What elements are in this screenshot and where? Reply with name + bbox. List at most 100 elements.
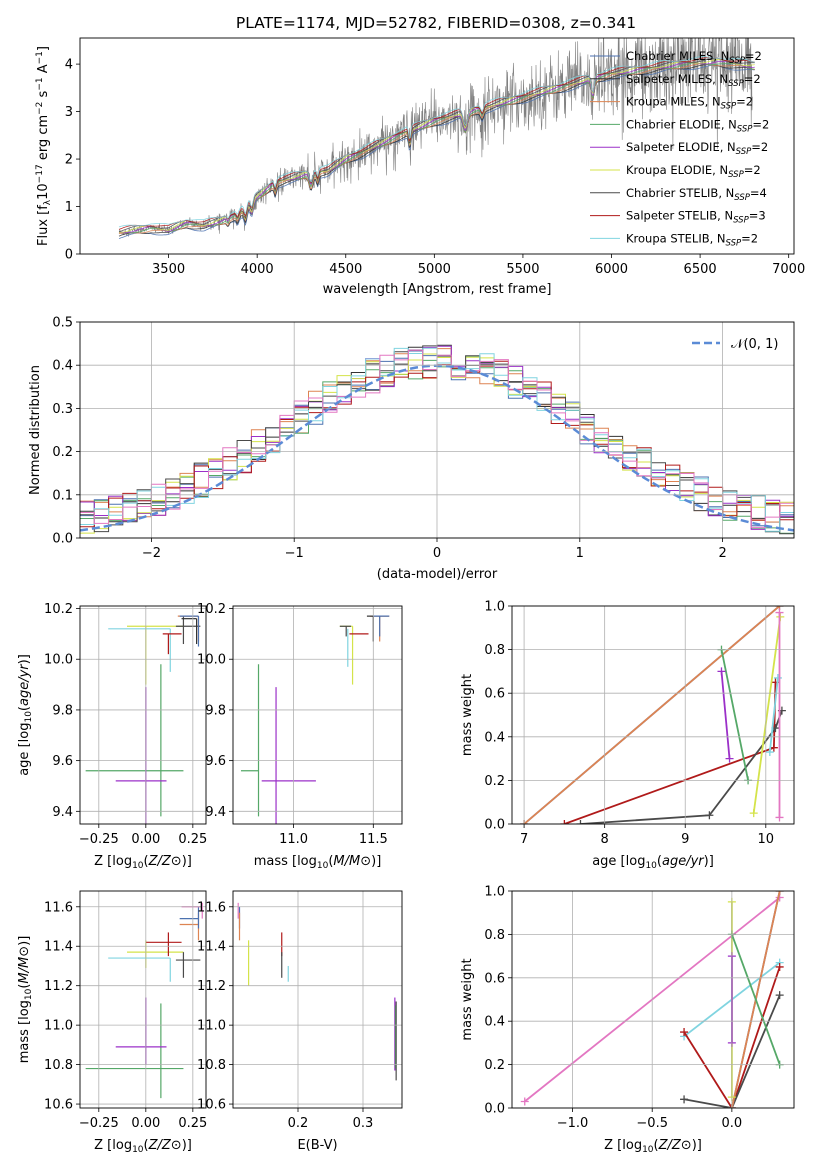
model-line-chabrier-elodie <box>118 62 755 234</box>
weight-marker <box>765 748 774 757</box>
errorbar-chabrier-stelib <box>339 625 351 637</box>
x-tick-label: 10 <box>758 832 775 847</box>
weight-marker <box>520 1097 529 1106</box>
y-tick-label: 0.3 <box>52 402 73 417</box>
weight-marker <box>717 667 726 676</box>
y-tick-label: 9.6 <box>52 754 73 769</box>
x-tick-label: 11.5 <box>359 832 388 847</box>
errorbar-chabrier-elodie <box>85 1003 184 1099</box>
y-tick-label: 0.0 <box>52 532 73 547</box>
errorbar-chabrier-elodie <box>240 664 260 817</box>
weight-marker <box>775 891 784 895</box>
y-tick-label: 10.2 <box>197 602 226 617</box>
x-axis-label: Z [log10(Z/Z⊙)] <box>94 854 192 871</box>
x-tick-label: 0.25 <box>178 1116 207 1131</box>
legend-entry: 𝒩(0, 1) <box>731 337 778 352</box>
x-axis-label: mass [log10(M/M⊙)] <box>254 854 382 871</box>
errorbar-salpeter-elodie <box>115 687 167 824</box>
y-axis-label: mass weight <box>460 958 475 1040</box>
x-tick-label: −1.0 <box>557 1116 589 1131</box>
weight-marker <box>775 991 784 1000</box>
x-tick-label: 0.0 <box>722 1116 743 1131</box>
plot-area-age_vs_Z <box>85 615 201 824</box>
plot-area-spectrum <box>118 38 755 239</box>
errorbar-chabrier-miles <box>179 615 200 647</box>
y-tick-label: 0.2 <box>484 774 505 789</box>
weight-line-chabrier-elodie <box>731 934 781 1065</box>
x-tick-label: 5500 <box>506 262 539 277</box>
legend-entry: Chabrier ELODIE, NSSP=2 <box>626 117 769 134</box>
x-tick-label: 8 <box>601 832 609 847</box>
axes-mass_weight_vs_Z: −1.0 −0.5 0.0 0.0 0.2 0.4 0.6 0.8 1.0 Z [log10(Z/… <box>460 885 795 1155</box>
x-axis-label: Z [log10(Z/Z⊙)] <box>94 1138 192 1155</box>
y-tick-label: 10.0 <box>197 653 226 668</box>
y-tick-label: 11.0 <box>197 1019 226 1034</box>
x-tick-label: 3500 <box>152 262 185 277</box>
weight-marker <box>560 820 569 824</box>
axes-residuals: −2 −1 0 1 2 0.0 0.1 0.2 0.3 0.4 0.5 𝒩(0, 1) (data-mo… <box>28 316 795 582</box>
y-tick-label: 10.0 <box>44 653 73 668</box>
weight-line-kroupa-stelib <box>768 677 779 753</box>
x-tick-label: 2 <box>718 546 726 561</box>
weight-marker <box>576 820 585 824</box>
errorbar-kroupa-stelib <box>108 628 171 672</box>
weight-line-salpeter-stelib <box>683 966 781 1108</box>
x-axis-label: Z [log10(Z/Z⊙)] <box>604 1138 702 1155</box>
errorbar-kroupa-miles <box>179 912 200 941</box>
x-tick-label: 0 <box>433 546 441 561</box>
y-tick-label: 9.4 <box>205 805 226 820</box>
x-tick-label: 11.0 <box>279 832 308 847</box>
weight-line-chabrier-stelib <box>683 994 781 1108</box>
y-tick-label: 10.6 <box>44 1098 73 1113</box>
y-tick-label: 1.0 <box>484 885 505 900</box>
y-tick-label: 11.4 <box>44 940 73 955</box>
errorbar-salpeter-stelib <box>162 633 182 655</box>
plot-area-age_vs_mass <box>240 615 390 824</box>
x-axis-label: age [log10(age/yr)] <box>592 854 714 871</box>
x-tick-label: 9 <box>681 832 689 847</box>
errorbar-salpeter-elodie <box>261 687 316 824</box>
errorbar-salpeter-miles <box>366 615 374 642</box>
axes-frame <box>79 321 795 539</box>
y-tick-label: 2 <box>65 153 73 168</box>
axes-mass_vs_ebv: 0.2 0.3 10.6 10.8 11.0 11.2 11.4 11.6 E(B-V) <box>197 890 403 1153</box>
y-tick-label: 11.4 <box>197 940 226 955</box>
y-tick-label: 0.4 <box>52 359 73 374</box>
errorbar-salpeter-stelib <box>145 932 182 957</box>
model-line-kroupa-stelib <box>118 56 755 228</box>
y-tick-label: 1.0 <box>484 600 505 615</box>
weight-marker <box>749 809 758 818</box>
y-tick-label: 0.2 <box>484 1058 505 1073</box>
x-tick-label: −1 <box>285 546 304 561</box>
x-tick-label: 5000 <box>418 262 451 277</box>
errorbar-chabrier-miles <box>371 615 390 637</box>
x-axis-label: wavelength [Angstrom, rest frame] <box>323 282 552 297</box>
axes-age_vs_mass: 11.0 11.5 9.4 9.6 9.8 10.0 10.2 mass [log10(M/M… <box>197 602 403 871</box>
axes-frame <box>79 37 795 255</box>
legend-entry: Salpeter ELODIE, NSSP=2 <box>626 140 768 157</box>
y-axis-label: mass weight <box>460 674 475 756</box>
y-tick-label: 0.1 <box>52 488 73 503</box>
axes-frame <box>79 890 207 1109</box>
x-tick-label: 7 <box>520 832 528 847</box>
errorbar-kroupa-elodie <box>127 940 184 968</box>
y-tick-label: 4 <box>65 58 73 73</box>
x-tick-label: 4500 <box>329 262 362 277</box>
weight-marker <box>769 743 778 752</box>
weight-line-chabrier-elodie <box>720 649 749 781</box>
x-tick-label: 1 <box>576 546 584 561</box>
y-tick-label: 3 <box>65 105 73 120</box>
y-tick-label: 0.4 <box>484 1015 505 1030</box>
y-tick-label: 0.4 <box>484 730 505 745</box>
y-tick-label: 10.2 <box>44 602 73 617</box>
errorbar-chabrier-miles <box>179 906 200 929</box>
y-tick-label: 11.2 <box>44 979 73 994</box>
y-tick-label: 10.6 <box>197 1098 226 1113</box>
legend-entry: Kroupa ELODIE, NSSP=2 <box>626 163 761 180</box>
weight-line-kroupa-miles <box>523 606 781 824</box>
x-tick-label: 0.2 <box>288 1116 309 1131</box>
x-tick-label: 6000 <box>595 262 628 277</box>
errorbar-salpeter-elodie <box>115 997 167 1065</box>
y-tick-label: 0 <box>65 248 73 263</box>
y-tick-label: 0.2 <box>52 445 73 460</box>
